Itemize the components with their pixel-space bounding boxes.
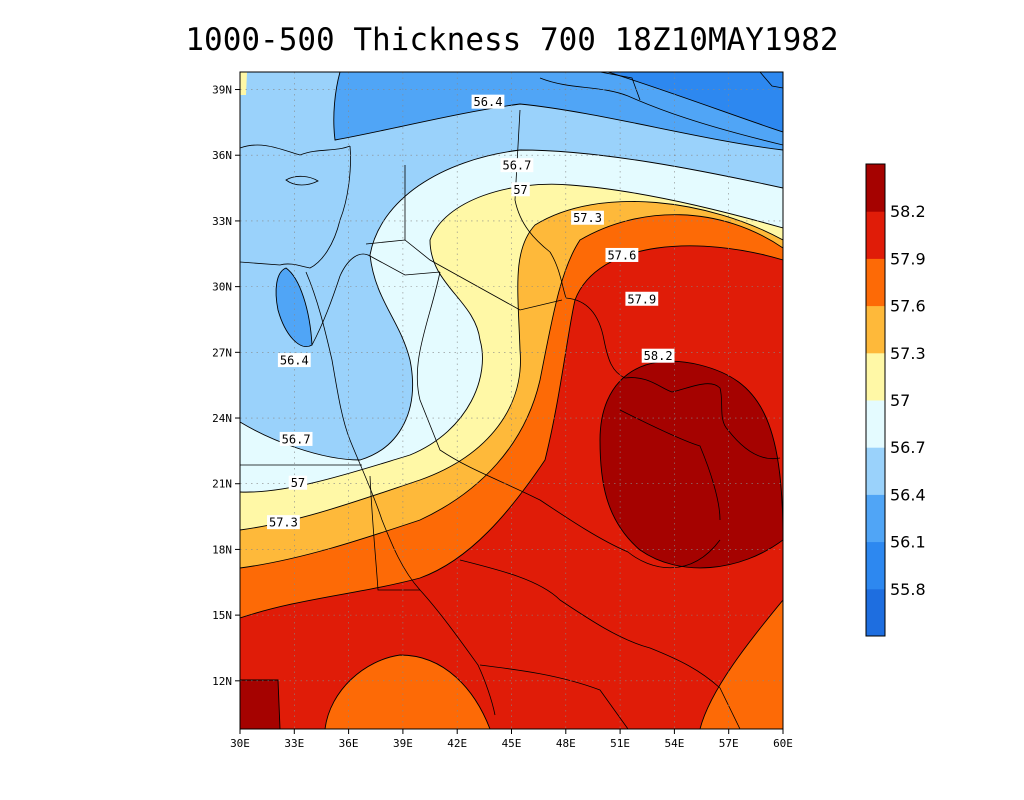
colorbar-swatch bbox=[866, 588, 885, 637]
lon-tick-label: 39E bbox=[393, 737, 413, 750]
colorbar-swatch bbox=[866, 164, 885, 212]
svg-text:56.4: 56.4 bbox=[474, 95, 503, 109]
lon-tick-label: 60E bbox=[773, 737, 793, 750]
band-above-58.2-southwest bbox=[240, 680, 280, 729]
colorbar-label: 56.1 bbox=[890, 533, 926, 552]
lat-tick-label: 39N bbox=[212, 84, 232, 97]
lon-tick-label: 54E bbox=[664, 737, 684, 750]
contour-labels: 56.4 56.7 57 57.3 57.6 57.9 58.2 56.4 56.7 57 57.3 bbox=[267, 94, 675, 530]
colorbar-label: 57.6 bbox=[890, 297, 926, 316]
band-57.6-57.9-southeast bbox=[700, 600, 783, 729]
band-56.1-56.4-closed bbox=[276, 268, 312, 347]
contour-label: 57.6 bbox=[605, 247, 639, 262]
colorbar-swatch bbox=[866, 352, 885, 401]
coastlines-and-borders bbox=[240, 72, 783, 729]
lon-tick-label: 30E bbox=[230, 737, 250, 750]
svg-text:57: 57 bbox=[291, 476, 305, 490]
lon-tick-label: 45E bbox=[502, 737, 522, 750]
contour-label: 57 bbox=[511, 182, 530, 197]
colorbar-frame bbox=[865, 163, 886, 637]
band-57.6-57.9-south bbox=[325, 655, 490, 729]
lat-tick-label: 15N bbox=[212, 609, 232, 622]
colorbar-label: 56.7 bbox=[890, 438, 926, 457]
map-axes: 30E 33E 36E 39E 42E 45E 48E 51E 54E 57E 60E 12N 15N 1… bbox=[212, 84, 793, 750]
colorbar-label: 58.2 bbox=[890, 202, 926, 221]
svg-text:56.7: 56.7 bbox=[502, 159, 531, 173]
lon-tick-label: 48E bbox=[556, 737, 576, 750]
colorbar-swatch bbox=[866, 400, 885, 448]
lat-tick-label: 18N bbox=[212, 543, 232, 556]
colorbar-swatch bbox=[866, 541, 885, 590]
colorbar-label: 56.4 bbox=[890, 485, 926, 504]
contour-label: 57.3 bbox=[571, 210, 604, 225]
svg-text:57.9: 57.9 bbox=[627, 292, 656, 306]
colorbar: 55.8 56.1 56.4 56.7 57 57.3 57.6 57.9 58.2 bbox=[865, 163, 926, 637]
chart-title: 1000-500 Thickness 700 18Z10MAY1982 bbox=[185, 22, 839, 58]
colorbar-label: 55.8 bbox=[890, 580, 926, 599]
band-56.4-56.7 bbox=[240, 72, 783, 460]
band-56.1-56.4 bbox=[240, 72, 783, 150]
map-plot-area: 56.4 56.7 57 57.3 57.6 57.9 58.2 56.4 56.7 57 57.3 bbox=[240, 72, 783, 729]
lat-tick-label: 30N bbox=[212, 281, 232, 294]
gridlines bbox=[240, 72, 783, 729]
colorbar-swatch bbox=[866, 258, 885, 307]
lon-tick-label: 42E bbox=[447, 737, 467, 750]
colorbar-swatch bbox=[866, 447, 885, 495]
contour-label: 56.4 bbox=[471, 94, 505, 109]
lat-tick-label: 27N bbox=[212, 346, 232, 359]
lat-tick-label: 33N bbox=[212, 215, 232, 228]
contour-label: 56.7 bbox=[279, 431, 313, 446]
lon-tick-label: 51E bbox=[610, 737, 630, 750]
colorbar-label: 57.9 bbox=[890, 249, 926, 268]
contour-label: 56.7 bbox=[500, 158, 534, 173]
colorbar-swatch bbox=[866, 211, 885, 259]
svg-text:56.7: 56.7 bbox=[282, 432, 311, 446]
svg-text:56.4: 56.4 bbox=[280, 354, 309, 368]
band-above-58.2-east bbox=[600, 361, 783, 568]
lon-tick-label: 33E bbox=[284, 737, 304, 750]
contour-label: 58.2 bbox=[641, 348, 675, 363]
colorbar-label: 57 bbox=[890, 391, 910, 410]
band-57-57.3-corner bbox=[240, 72, 247, 95]
lat-tick-label: 24N bbox=[212, 412, 232, 425]
contour-label: 56.4 bbox=[277, 353, 311, 368]
lon-tick-label: 57E bbox=[719, 737, 739, 750]
lat-tick-label: 36N bbox=[212, 149, 232, 162]
svg-text:57.3: 57.3 bbox=[269, 516, 298, 530]
lat-tick-label: 12N bbox=[212, 675, 232, 688]
colorbar-swatch bbox=[866, 305, 885, 354]
svg-text:57.3: 57.3 bbox=[573, 211, 602, 225]
svg-text:57.6: 57.6 bbox=[607, 248, 636, 262]
svg-text:58.2: 58.2 bbox=[644, 349, 673, 363]
contour-label: 57 bbox=[288, 475, 308, 490]
contour-label: 57.9 bbox=[625, 291, 659, 306]
lat-tick-label: 21N bbox=[212, 478, 232, 491]
colorbar-swatch bbox=[866, 494, 885, 543]
contour-label: 57.3 bbox=[267, 515, 300, 530]
lon-tick-label: 36E bbox=[339, 737, 359, 750]
colorbar-label: 57.3 bbox=[890, 344, 926, 363]
svg-text:57: 57 bbox=[513, 183, 527, 197]
